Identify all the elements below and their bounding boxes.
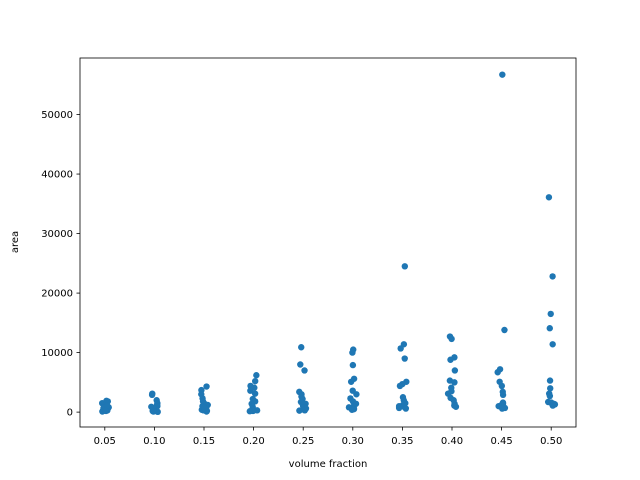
- data-point: [103, 402, 111, 409]
- data-point: [246, 408, 254, 415]
- data-point: [348, 406, 356, 413]
- data-point: [545, 194, 553, 201]
- data-point: [546, 377, 554, 384]
- data-point: [148, 391, 156, 399]
- data-point: [501, 326, 508, 334]
- y-tick-label: 10000: [41, 348, 73, 359]
- x-axis: 0.05 0.10 0.15 0.20 0.25 0.30 0.35 0.40 0.45 0.50: [94, 427, 562, 447]
- data-point: [297, 361, 304, 368]
- data-point: [448, 335, 455, 343]
- data-point: [301, 407, 308, 414]
- data-point: [546, 325, 553, 332]
- y-tick-label: 30000: [41, 229, 73, 240]
- data-point: [498, 382, 506, 390]
- x-tick-label: 0.10: [143, 436, 165, 447]
- data-point: [150, 408, 158, 415]
- plot-frame: [79, 57, 577, 428]
- y-axis: 0 10000 20000 30000 40000 50000: [41, 110, 80, 419]
- data-point: [397, 345, 404, 352]
- data-point: [102, 407, 109, 414]
- data-point: [301, 367, 308, 374]
- data-point: [498, 405, 506, 412]
- data-point: [547, 385, 554, 392]
- data-point: [251, 390, 259, 397]
- data-point: [347, 378, 355, 385]
- data-point: [253, 372, 260, 379]
- data-point: [401, 263, 409, 270]
- x-axis-label: volume fraction: [289, 459, 368, 470]
- data-point: [452, 403, 460, 410]
- data-point: [353, 391, 360, 398]
- data-point: [447, 356, 454, 363]
- data-point: [499, 71, 506, 78]
- data-point: [550, 400, 557, 407]
- data-point: [499, 391, 507, 399]
- data-point: [402, 405, 410, 412]
- data-point: [103, 397, 110, 405]
- data-point: [451, 367, 459, 374]
- data-point: [247, 387, 254, 394]
- x-tick-label: 0.05: [94, 436, 116, 447]
- data-point: [395, 402, 403, 410]
- x-tick-label: 0.35: [391, 436, 413, 447]
- data-point: [546, 392, 554, 400]
- data-point: [401, 355, 408, 362]
- y-tick-label: 20000: [41, 289, 73, 300]
- x-tick-label: 0.25: [292, 436, 314, 447]
- data-point: [349, 361, 357, 369]
- data-point: [298, 344, 305, 351]
- x-tick-label: 0.50: [540, 436, 562, 447]
- data-point: [203, 383, 210, 390]
- data-point: [201, 404, 208, 412]
- y-axis-label: area: [10, 231, 21, 253]
- data-point: [451, 379, 458, 386]
- points-layer: [99, 71, 559, 416]
- data-point: [296, 407, 303, 414]
- data-point: [349, 349, 356, 356]
- data-point: [494, 369, 501, 376]
- data-point: [549, 273, 556, 280]
- data-point: [251, 377, 259, 385]
- y-tick-label: 50000: [41, 110, 73, 121]
- data-point: [547, 310, 554, 318]
- y-tick-label: 0: [67, 408, 73, 419]
- x-tick-label: 0.40: [441, 436, 463, 447]
- data-point: [549, 341, 556, 348]
- data-point: [396, 382, 404, 390]
- x-tick-label: 0.15: [193, 436, 215, 447]
- x-tick-label: 0.45: [490, 436, 512, 447]
- y-tick-label: 40000: [41, 170, 73, 181]
- x-tick-label: 0.20: [242, 436, 264, 447]
- x-tick-label: 0.30: [342, 436, 364, 447]
